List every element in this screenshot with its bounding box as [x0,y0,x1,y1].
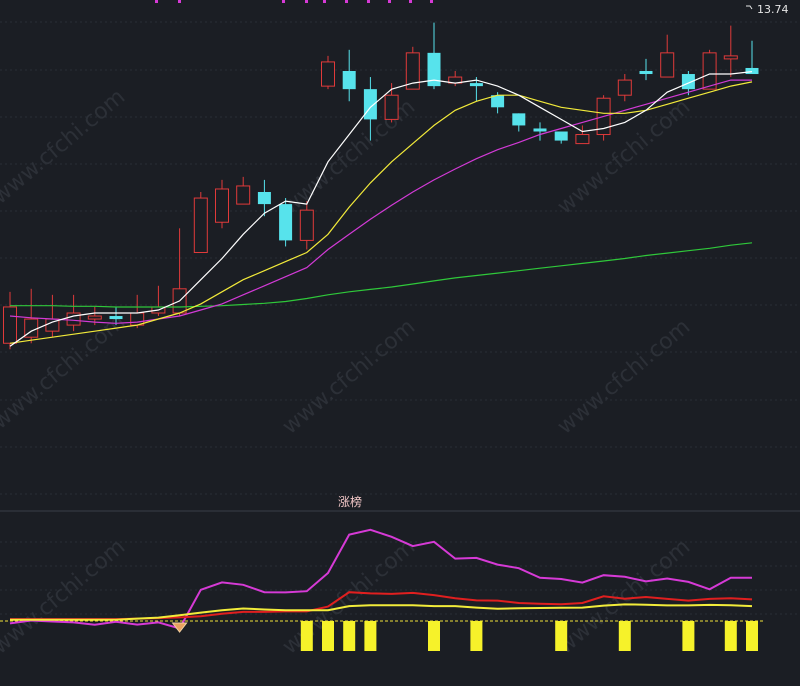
candle-body [257,192,271,205]
candle-body [702,52,717,90]
signal-bar [343,621,356,651]
candle-body [533,128,547,132]
top-markers [155,0,433,3]
signal-bar [724,621,737,651]
candle-body [405,52,420,90]
candle-body [681,74,695,90]
signal-bar [618,621,631,651]
indicator-panel [0,528,765,651]
signal-bar [746,621,758,651]
annotation-price: 13.74 [757,3,789,16]
candle-body [512,113,526,126]
magenta-line [9,528,752,630]
candlestick-series [3,22,759,350]
price-annotation: 13.74 [746,3,789,16]
svg-text:www.cfchi.com: www.cfchi.com [553,314,695,439]
signal-bar [364,621,377,651]
signal-bar [300,621,313,651]
candle-body [723,55,738,60]
candle-body [215,188,229,223]
ma20-line [9,79,752,324]
yellow-line [10,603,753,621]
candle-body [279,204,293,241]
candle-body [321,61,335,87]
candle-body [575,134,590,145]
svg-text:www.cfchi.com: www.cfchi.com [0,534,130,659]
signal-bar [428,621,440,651]
candle-body [427,52,441,87]
signal-bar [682,621,695,651]
candle-body [617,79,632,96]
signal-bar [470,621,483,651]
moving-average-lines [9,71,753,347]
signal-bar [555,621,568,651]
candle-body [491,95,505,108]
svg-text:www.cfchi.com: www.cfchi.com [278,314,420,439]
candle-body [639,71,653,75]
candle-body [469,83,483,87]
ma5-line [9,71,753,347]
candle-body [299,209,314,241]
indicator-label: 涨榜 [338,494,362,509]
diamond-signal-icon [171,622,188,633]
candle-body [109,316,123,320]
candle-body [236,185,251,205]
candle-body [384,94,399,120]
candle-body [363,89,377,120]
signal-bar [322,621,334,651]
candle-body [193,197,208,254]
ma60-line [10,242,753,308]
watermark-layer: www.cfchi.com www.cfchi.com www.cfchi.co… [0,84,695,659]
candle-body [660,52,675,78]
candle-body [554,131,568,141]
candle-body [342,71,356,90]
candle-body [3,306,17,344]
svg-text:www.cfchi.com: www.cfchi.com [0,84,130,209]
candle-body [87,315,102,320]
ma10-line [9,81,753,344]
svg-text:www.cfchi.com: www.cfchi.com [0,309,130,434]
candle-body [745,67,759,75]
grid-lines [0,21,800,615]
